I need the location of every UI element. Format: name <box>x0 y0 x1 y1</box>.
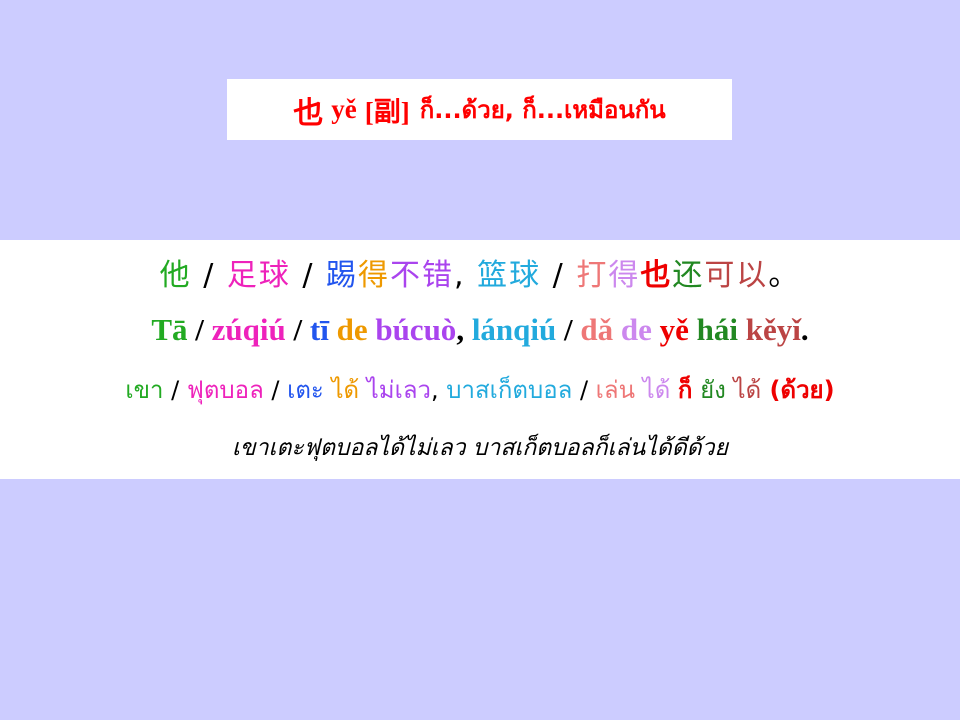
segment: เขา <box>125 376 164 404</box>
title-thai-meaning: ก็...ด้วย, ก็...เหมือนกัน <box>419 96 666 124</box>
segment: 得 <box>358 258 391 293</box>
segment: búcuò <box>375 312 457 347</box>
segment: tī <box>309 312 329 347</box>
segment: 。 <box>768 258 801 293</box>
segment: / <box>187 312 212 347</box>
thai-translation: เขาเตะฟุตบอลได้ไม่เลว บาสเก็ตบอลก็เล่นได… <box>232 435 728 461</box>
segment: / <box>191 258 227 293</box>
segment: 可以 <box>704 258 769 293</box>
segment: ได้ <box>733 376 762 404</box>
segment: kěyǐ <box>745 312 801 347</box>
segment: 得 <box>608 258 641 293</box>
segment: de <box>328 312 376 347</box>
segment: 踢 <box>326 258 359 293</box>
example-panel: 他 / 足球 / 踢得不错, 篮球 / 打得也还可以。 Tā / zúqiú /… <box>0 240 960 479</box>
segment: 还 <box>672 258 705 293</box>
segment: 不错 <box>390 258 455 293</box>
segment: 也 <box>640 258 673 293</box>
segment: 足球 <box>226 258 291 293</box>
segment: yě <box>659 312 689 347</box>
segment: hái <box>688 312 746 347</box>
title-box: 也 yě [副] ก็...ด้วย, ก็...เหมือนกัน <box>227 79 732 140</box>
segment: บาสเก็ตบอล <box>446 376 573 404</box>
segment: 打 <box>576 258 609 293</box>
pinyin-sentence: Tā / zúqiú / tī de búcuò, lánqiú / dǎ de… <box>0 312 960 348</box>
segment: 篮球 <box>477 258 542 293</box>
segment: , <box>454 258 478 293</box>
title-pinyin: yě <box>331 94 357 124</box>
segment: ได้ <box>635 376 678 404</box>
segment: / <box>290 258 327 293</box>
segment: ฟุตบอล <box>186 376 264 404</box>
segment: ยัง <box>692 376 734 404</box>
segment: , <box>431 376 447 404</box>
segment: de <box>613 312 660 347</box>
segment: Tā <box>151 312 188 347</box>
segment: dǎ <box>580 312 614 347</box>
segment: . <box>800 312 809 347</box>
thai-gloss-sentence: เขา / ฟุตบอล / เตะ ได้ ไม่เลว, บาสเก็ตบอ… <box>0 370 960 409</box>
segment: เล่น <box>595 376 635 404</box>
segment: เตะ <box>287 376 324 404</box>
segment: ไม่เลว <box>366 376 432 404</box>
segment: , <box>456 312 472 347</box>
title-part-of-speech: [副] <box>364 97 410 127</box>
segment: zúqiú <box>211 312 286 347</box>
segment: lánqiú <box>471 312 557 347</box>
chinese-sentence: 他 / 足球 / 踢得不错, 篮球 / 打得也还可以。 <box>0 250 960 294</box>
segment: / <box>263 376 288 404</box>
segment: ได้ <box>323 376 367 404</box>
segment: / <box>285 312 310 347</box>
segment: / <box>556 312 581 347</box>
segment: ก็ <box>677 376 693 404</box>
segment: / <box>163 376 187 404</box>
segment: / <box>572 376 596 404</box>
title-chinese: 也 <box>293 95 324 131</box>
segment: / <box>541 258 577 293</box>
segment: (ด้วย) <box>761 376 835 404</box>
segment: 他 <box>159 258 192 293</box>
